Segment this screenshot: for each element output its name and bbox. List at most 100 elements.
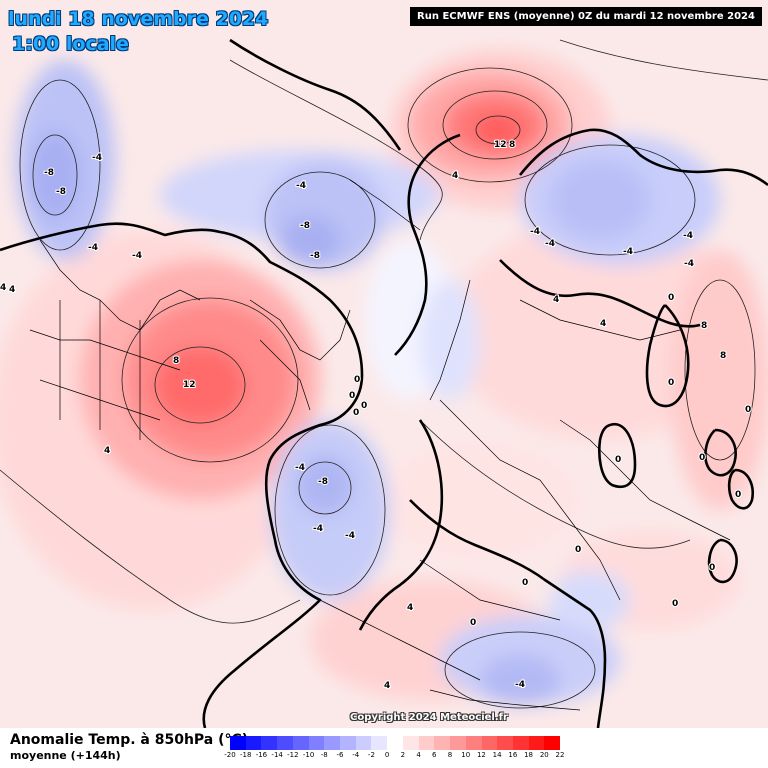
- contour-label: -8: [56, 187, 66, 197]
- scale-tick-label: -2: [367, 751, 375, 759]
- contour-label: -4: [132, 251, 142, 261]
- contour-label: -8: [318, 477, 328, 487]
- scale-swatch: [230, 736, 246, 750]
- contour-label: 0: [709, 563, 715, 573]
- contour-label: -8: [44, 168, 54, 178]
- scale-swatch: [261, 736, 278, 750]
- scale-swatch: [434, 736, 451, 750]
- contour-label: -4: [92, 153, 102, 163]
- scale-tick-label: -4: [352, 751, 360, 759]
- scale-tick-label: -12: [287, 751, 299, 759]
- contour-label: 0: [361, 401, 367, 411]
- contour-labels: -4 -8 -8 -4 -4 4 4 8 12 -8 -8 -4 12 8 4 …: [0, 139, 752, 692]
- scale-swatch: [465, 736, 482, 750]
- scale-swatch: [324, 736, 341, 750]
- contour-label: -8: [300, 221, 310, 231]
- scale-tick-label: -8: [320, 751, 328, 759]
- contour-label: -4: [623, 247, 633, 257]
- contour-label: -4: [530, 227, 540, 237]
- contour-label: 8: [509, 140, 515, 150]
- contour-label: 0: [470, 618, 476, 628]
- scale-tick-label: -20: [224, 751, 236, 759]
- contour-lines: [0, 39, 768, 709]
- scale-tick-label: 18: [524, 751, 534, 759]
- scale-swatch: [292, 736, 309, 750]
- contour-label: 12: [494, 140, 507, 150]
- contour-label: 4: [553, 295, 559, 305]
- scale-tick-label: 6: [432, 751, 437, 759]
- color-scale: -20 -18 -16 -14 -12 -10 -8 -6 -4 -2 0 2 4 6 8 10 12 14 16 1…: [224, 736, 564, 766]
- valid-time: 1:00 locale: [12, 33, 129, 55]
- scale-tick-label: 22: [555, 751, 565, 759]
- contour-label: 4: [452, 171, 458, 181]
- footer: Anomalie Temp. à 850hPa (°C) moyenne (+1…: [0, 728, 768, 768]
- scale-tick-label: -16: [255, 751, 268, 759]
- contour-label: 4: [104, 446, 110, 456]
- scale-swatch: [340, 736, 356, 750]
- scale-tick-label: 12: [476, 751, 486, 759]
- contour-label: -8: [310, 251, 320, 261]
- contour-label: 0: [668, 378, 674, 388]
- copyright: Copyright 2024 Meteociel.fr: [350, 712, 508, 723]
- scale-swatch: [497, 736, 513, 750]
- contour-label: 0: [349, 391, 355, 401]
- contour-label: 0: [522, 578, 528, 588]
- contour-label: 4: [600, 319, 606, 329]
- scale-tick-label: 16: [508, 751, 518, 759]
- contour-label: 0: [353, 408, 359, 418]
- valid-date: lundi 18 novembre 2024: [8, 8, 269, 30]
- contour-label: 4: [9, 285, 15, 295]
- contour-label: -4: [545, 239, 555, 249]
- contour-label: -4: [296, 181, 306, 191]
- contour-label: 0: [615, 455, 621, 465]
- anomaly-map[interactable]: -4 -8 -8 -4 -4 4 4 8 12 -8 -8 -4 12 8 4 …: [0, 0, 768, 728]
- scale-swatch: [512, 736, 529, 750]
- scale-swatch: [245, 736, 262, 750]
- scale-tick-label: 0: [384, 751, 390, 759]
- scale-tick-label: 10: [461, 751, 471, 759]
- scale-swatch: [418, 736, 435, 750]
- scale-swatch: [544, 736, 561, 750]
- contour-label: -4: [313, 524, 323, 534]
- scale-tick-label: -14: [271, 751, 283, 759]
- scale-tick-label: 14: [492, 751, 502, 759]
- scale-swatch: [402, 736, 419, 750]
- field-subtitle: moyenne (+144h): [10, 749, 121, 762]
- contour-label: 0: [672, 599, 678, 609]
- scale-swatch: [528, 736, 545, 750]
- scale-swatch: [355, 736, 372, 750]
- contour-label: 0: [668, 293, 674, 303]
- contour-label: -4: [345, 531, 355, 541]
- contour-label: 8: [173, 356, 179, 366]
- contour-label: 0: [575, 545, 581, 555]
- contour-label: -4: [295, 463, 305, 473]
- contour-label: 8: [720, 351, 726, 361]
- scale-tick-label: -18: [239, 751, 252, 759]
- field-title: Anomalie Temp. à 850hPa (°C): [10, 732, 249, 748]
- run-info: Run ECMWF ENS (moyenne) 0Z du mardi 12 n…: [410, 7, 762, 26]
- contour-label: 0: [699, 453, 705, 463]
- scale-swatch: [308, 736, 325, 750]
- contour-label: 8: [701, 321, 707, 331]
- scale-tick-label: -6: [336, 751, 344, 759]
- contour-label: 12: [183, 380, 196, 390]
- contour-label: -4: [683, 231, 693, 241]
- scale-swatch: [277, 736, 293, 750]
- scale-tick-label: 4: [416, 751, 421, 759]
- contour-label: 4: [0, 283, 6, 293]
- scale-swatch: [371, 736, 388, 750]
- scale-tick-label: -10: [302, 751, 315, 759]
- scale-tick-label: 2: [400, 751, 406, 759]
- contour-label: 4: [384, 681, 390, 691]
- map-canvas: -4 -8 -8 -4 -4 4 4 8 12 -8 -8 -4 12 8 4 …: [0, 0, 768, 728]
- scale-swatch: [387, 736, 403, 750]
- scale-swatch: [481, 736, 498, 750]
- anomaly-field: [0, 50, 768, 705]
- scale-swatches: [230, 736, 561, 750]
- contour-label: 0: [745, 405, 751, 415]
- contour-label: -4: [684, 259, 694, 269]
- scale-swatch: [450, 736, 466, 750]
- scale-tick-label: 20: [539, 751, 549, 759]
- contour-label: -4: [88, 243, 98, 253]
- scale-tick-label: 8: [447, 751, 453, 759]
